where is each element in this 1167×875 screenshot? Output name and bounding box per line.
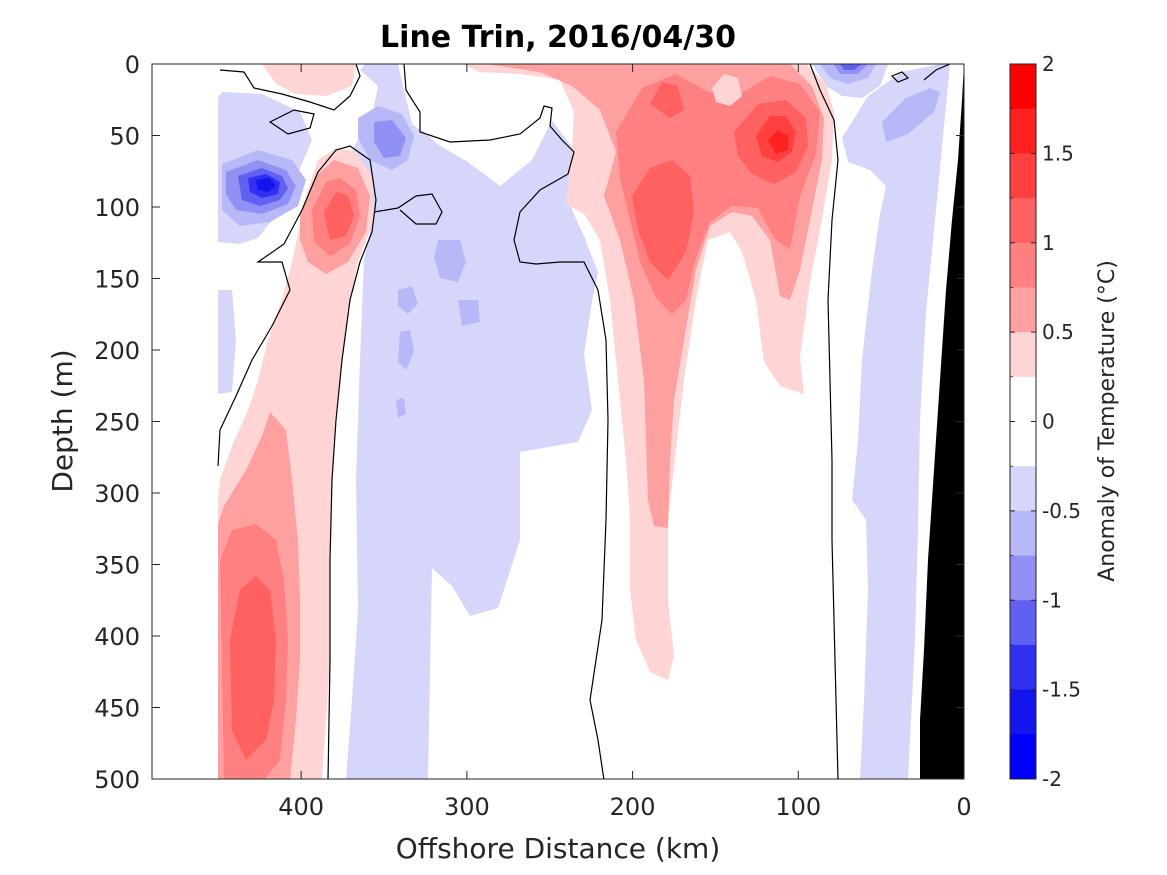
x-tick-label: 400 (278, 793, 324, 821)
y-tick-label: 50 (109, 123, 140, 151)
zero-contour-offshore (219, 64, 361, 111)
y-tick-label: 300 (94, 480, 140, 508)
colorbar-segment (1010, 600, 1036, 646)
warm-level-6 (768, 130, 788, 154)
warm-core-tongue (632, 160, 694, 280)
chart-title: Line Trin, 2016/04/30 (380, 20, 736, 55)
cold-core-subsurface (374, 120, 406, 158)
y-tick-label: 0 (125, 51, 140, 79)
zero-contour-nearshore-small (890, 71, 910, 83)
cold-core-offshore-center (256, 178, 276, 192)
y-tick-label: 450 (94, 695, 140, 723)
warm-region-surface-offshore (262, 64, 356, 96)
zero-contour-nearshore (809, 64, 839, 779)
y-tick-label: 500 (94, 766, 140, 794)
colorbar-segment (1010, 64, 1036, 110)
colorbar-segment (1010, 242, 1036, 288)
cold-region-offshore-small (218, 290, 236, 394)
cold-patch-small-b (398, 330, 414, 370)
contour-field (217, 64, 964, 779)
colorbar-tick-label: -1.5 (1042, 678, 1081, 702)
warm-surface-gap (712, 74, 742, 106)
cold-level-6 (256, 178, 276, 192)
colorbar-tick-label: 1 (1042, 231, 1055, 255)
zero-contour-offshore-long (217, 145, 377, 779)
colorbar-segment (1010, 734, 1036, 780)
colorbar-segment (1010, 108, 1036, 154)
colorbar-segment (1010, 376, 1036, 422)
warm-core-nearshore-center (768, 130, 788, 154)
y-tick-label: 200 (94, 337, 140, 365)
cold-patch-small-d (396, 398, 406, 418)
colorbar-segment (1010, 466, 1036, 512)
colorbar-tick-label: 0 (1042, 410, 1055, 434)
colorbar-label: Anomaly of Temperature (°C) (1095, 260, 1120, 582)
cold-patch-mid (434, 240, 466, 282)
cold-patch-small-a (398, 286, 418, 314)
colorbar-segment (1010, 198, 1036, 244)
colorbar-segment (1010, 510, 1036, 557)
y-axis-label: Depth (m) (46, 349, 79, 492)
colorbar-segment (1010, 153, 1036, 199)
colorbar-segment (1010, 555, 1036, 601)
colorbar-tick-label: -1 (1042, 588, 1062, 612)
warm-core-eddy-inner (324, 192, 354, 240)
colorbar-tick-label: -0.5 (1042, 499, 1081, 523)
zero-contour-mid-loop (373, 193, 443, 225)
x-tick-label: 300 (444, 793, 490, 821)
warm-core-offshore-inner (230, 576, 276, 760)
zero-contour-nearshore-surface (923, 64, 951, 81)
colorbar (1009, 63, 1037, 780)
bathymetry (920, 64, 964, 779)
y-tick-label: 250 (94, 409, 140, 437)
colorbar-segment (1010, 421, 1036, 467)
x-ticks: 400 300 200 100 0 (278, 64, 972, 821)
colorbar-tick-label: 0.5 (1042, 320, 1074, 344)
zero-contour-offshore-loop (268, 109, 315, 135)
zero-contours (217, 64, 951, 779)
colorbar-tick-label: 2 (1042, 52, 1055, 76)
colorbar-segment (1010, 287, 1036, 333)
cold-patch-small-c (458, 300, 480, 326)
colorbar-segment (1010, 689, 1036, 735)
y-ticks: 0 50 100 150 200 250 300 350 400 450 500 (94, 51, 964, 794)
zero-contour-mid-upper (403, 64, 609, 779)
colorbar-tick-label: 1.5 (1042, 141, 1074, 165)
warm-core-upper (650, 82, 684, 118)
y-tick-label: 150 (94, 266, 140, 294)
colorbar-ticks: 2 1.5 1 0.5 0 -0.5 -1 -1.5 -2 (1010, 52, 1081, 791)
cold-region-nearshore-band (842, 64, 950, 779)
cold-patch-nearshore-sub (882, 88, 940, 142)
x-axis-label: Offshore Distance (km) (396, 832, 721, 865)
y-tick-label: 100 (94, 194, 140, 222)
x-tick-label: 0 (956, 793, 971, 821)
x-tick-label: 200 (610, 793, 656, 821)
colorbar-segment (1010, 644, 1036, 691)
colorbar-tick-label: -2 (1042, 767, 1062, 791)
y-tick-label: 350 (94, 552, 140, 580)
colorbar-segment (1010, 332, 1036, 378)
cold-region-broad-column (346, 64, 598, 779)
cold-core-nearshore-mid (840, 64, 862, 70)
x-tick-label: 100 (775, 793, 821, 821)
y-tick-label: 400 (94, 623, 140, 651)
